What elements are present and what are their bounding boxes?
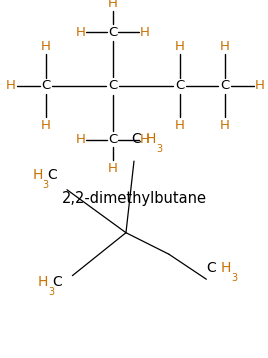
- Text: H: H: [220, 40, 230, 53]
- Text: H: H: [76, 133, 85, 146]
- Text: C: C: [108, 79, 117, 92]
- Text: H: H: [41, 119, 50, 132]
- Text: H: H: [41, 40, 50, 53]
- Text: H: H: [146, 132, 157, 146]
- Text: 3: 3: [43, 180, 49, 190]
- Text: 2,2-dimethylbutane: 2,2-dimethylbutane: [61, 191, 207, 206]
- Text: H: H: [140, 133, 150, 146]
- Text: H: H: [221, 261, 232, 275]
- Text: C: C: [206, 261, 216, 275]
- Text: H: H: [32, 168, 43, 182]
- Text: H: H: [175, 119, 184, 132]
- Text: 3: 3: [157, 144, 163, 154]
- Text: H: H: [108, 162, 117, 175]
- Text: H: H: [175, 40, 184, 53]
- Text: C: C: [175, 79, 184, 92]
- Text: 3: 3: [48, 287, 54, 297]
- Text: H: H: [6, 79, 16, 92]
- Text: H: H: [38, 275, 48, 289]
- Text: H: H: [76, 26, 85, 39]
- Text: H: H: [255, 79, 265, 92]
- Text: C: C: [52, 275, 62, 289]
- Text: C: C: [221, 79, 230, 92]
- Text: H: H: [220, 119, 230, 132]
- Text: H: H: [108, 0, 117, 10]
- Text: C: C: [131, 132, 141, 146]
- Text: 3: 3: [232, 273, 238, 283]
- Text: C: C: [41, 79, 50, 92]
- Text: C: C: [47, 168, 57, 182]
- Text: H: H: [140, 26, 150, 39]
- Text: C: C: [108, 133, 117, 146]
- Text: C: C: [108, 26, 117, 39]
